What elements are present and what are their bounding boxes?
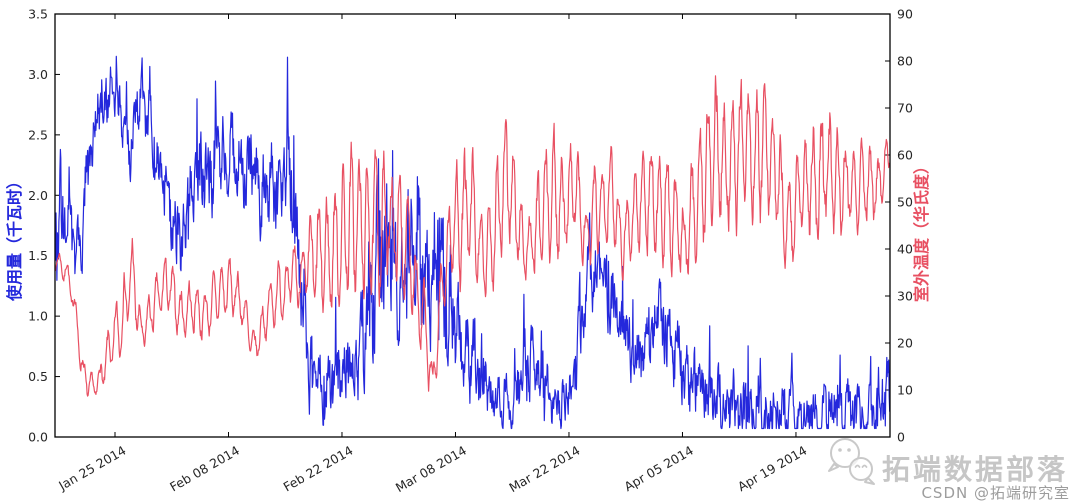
usage-line-series (55, 55, 890, 430)
x-tick-label: Mar 22 2014 (506, 443, 582, 496)
y-left-tick-label: 2.0 (28, 188, 48, 203)
y-left-tick-label: 1.5 (28, 248, 48, 263)
axis-ticks (55, 13, 890, 438)
y-right-tick-label: 20 (897, 336, 913, 351)
x-tick-label: Apr 05 2014 (622, 443, 696, 495)
y-left-axis-title: 使用量（千瓦时） (5, 173, 24, 302)
y-left-tick-label: 1.0 (28, 309, 48, 324)
y-right-tick-label: 90 (897, 7, 913, 22)
y-right-tick-label: 80 (897, 54, 913, 69)
y-right-tick-label: 0 (897, 430, 905, 445)
x-tick-label: Feb 22 2014 (281, 443, 356, 495)
y-right-tick-label: 70 (897, 101, 913, 116)
plot-area (55, 55, 890, 430)
y-right-tick-label: 50 (897, 195, 913, 210)
x-tick-label: Mar 08 2014 (393, 443, 469, 496)
plot-frame (54, 13, 891, 438)
x-tick-label: Jan 25 2014 (55, 443, 128, 494)
y-right-tick-label: 40 (897, 242, 913, 257)
x-tick-label: Feb 08 2014 (167, 443, 242, 495)
y-right-axis-title: 室外温度（华氏度） (912, 158, 931, 302)
y-right-tick-label: 60 (897, 148, 913, 163)
y-right-tick-label: 30 (897, 289, 913, 304)
y-left-tick-label: 2.5 (28, 127, 48, 142)
y-left-tick-label: 0.5 (28, 369, 48, 384)
y-left-tick-label: 3.5 (28, 7, 48, 22)
x-tick-label: Apr 19 2014 (735, 443, 809, 495)
temperature-line-series (55, 75, 890, 397)
y-right-tick-label: 10 (897, 383, 913, 398)
y-left-tick-label: 0.0 (28, 430, 48, 445)
y-left-tick-label: 3.0 (28, 67, 48, 82)
